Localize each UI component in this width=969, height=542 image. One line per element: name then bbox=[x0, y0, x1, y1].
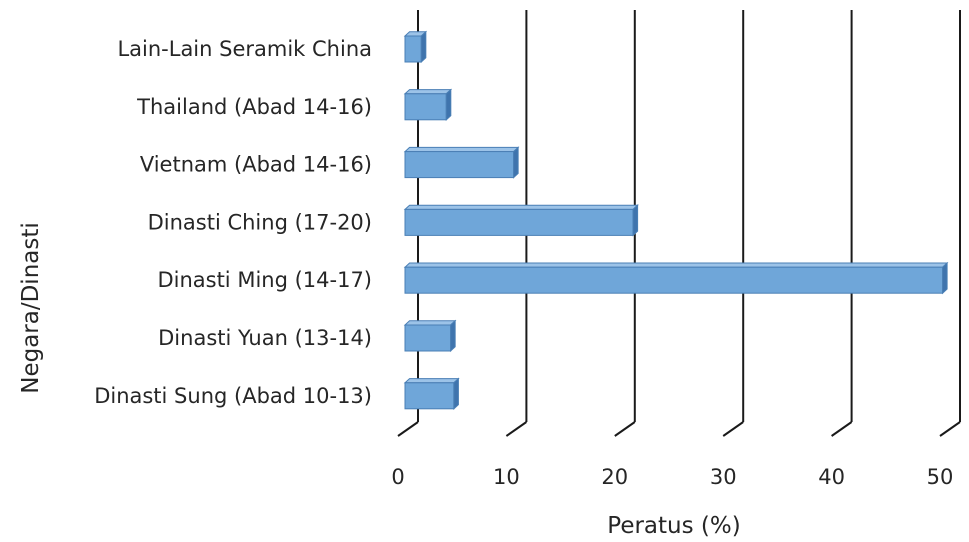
x-axis-title: Peratus (%) bbox=[607, 513, 740, 539]
bar-face bbox=[404, 324, 452, 352]
bar-top bbox=[403, 89, 453, 95]
bar bbox=[403, 146, 520, 179]
bar bbox=[403, 204, 639, 237]
bar-face bbox=[404, 208, 634, 236]
floor-edge-30 bbox=[722, 421, 744, 437]
bar bbox=[403, 261, 949, 295]
bars bbox=[403, 30, 949, 410]
category-label: Dinasti Yuan (13-14) bbox=[158, 326, 372, 350]
bar-side bbox=[445, 88, 452, 121]
floor-edge-20 bbox=[614, 421, 636, 437]
bar bbox=[403, 88, 453, 121]
x-tick-labels: 0 10 20 30 40 50 bbox=[391, 465, 953, 489]
floor-edge-50 bbox=[939, 421, 961, 437]
category-label: Vietnam (Abad 14-16) bbox=[140, 153, 372, 177]
category-label: Thailand (Abad 14-16) bbox=[136, 95, 372, 119]
bar-face bbox=[404, 35, 422, 63]
bar bbox=[403, 377, 460, 410]
bar-side bbox=[942, 261, 948, 295]
bar-face bbox=[404, 382, 455, 410]
bar-face bbox=[404, 93, 447, 121]
floor-edge-10 bbox=[505, 421, 527, 437]
x-tick-label: 50 bbox=[927, 465, 954, 489]
bar-top bbox=[403, 262, 949, 268]
bar bbox=[403, 30, 428, 64]
x-tick-label: 30 bbox=[710, 465, 737, 489]
x-tick-label: 10 bbox=[493, 465, 520, 489]
bar-top bbox=[403, 204, 639, 210]
x-tick-label: 40 bbox=[818, 465, 845, 489]
bar-face bbox=[404, 151, 515, 179]
bar-side bbox=[450, 319, 456, 353]
bar-side bbox=[453, 377, 459, 410]
bar-top bbox=[403, 378, 460, 384]
bar-top bbox=[403, 320, 457, 326]
floor-edge-0 bbox=[397, 421, 419, 437]
bar-top bbox=[403, 146, 520, 153]
category-label: Dinasti Sung (Abad 10-13) bbox=[94, 384, 372, 408]
category-label: Dinasti Ming (14-17) bbox=[157, 268, 372, 292]
bar-side bbox=[513, 146, 519, 179]
category-label: Lain-Lain Seramik China bbox=[117, 37, 372, 61]
bar bbox=[403, 319, 457, 353]
bar-face bbox=[404, 266, 944, 294]
floor-edge-40 bbox=[831, 421, 853, 437]
category-label: Dinasti Ching (17-20) bbox=[148, 210, 372, 234]
bar-side bbox=[632, 204, 639, 237]
y-axis-title: Negara/Dinasti bbox=[18, 222, 44, 394]
x-tick-label: 20 bbox=[601, 465, 628, 489]
bar-side bbox=[420, 30, 427, 64]
x-tick-label: 0 bbox=[391, 465, 404, 489]
category-labels: Dinasti Sung (Abad 10-13) Dinasti Yuan (1… bbox=[94, 37, 372, 408]
